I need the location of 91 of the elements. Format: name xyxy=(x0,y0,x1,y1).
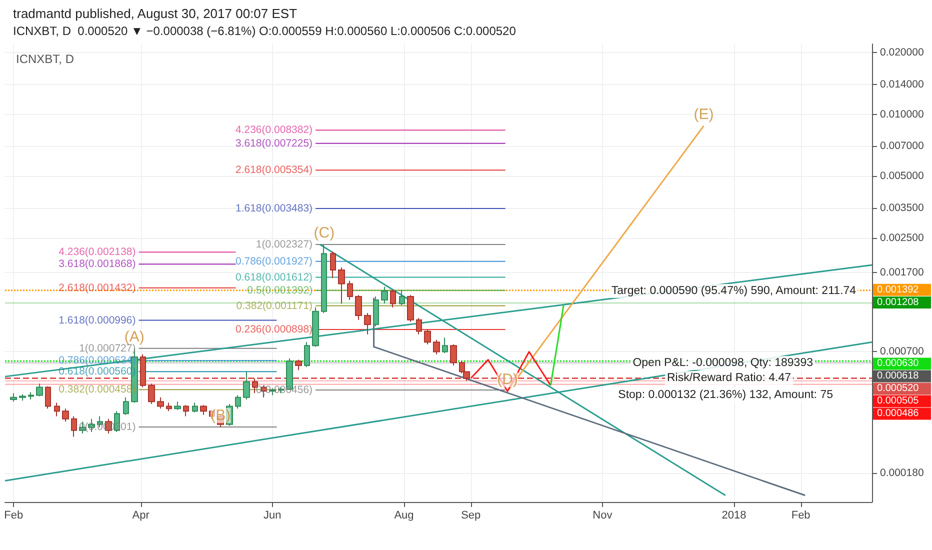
candlestick xyxy=(381,286,388,304)
candlestick xyxy=(140,354,146,388)
x-tick-label: Feb xyxy=(4,510,24,522)
ref-line-label: 0.000486 xyxy=(877,408,920,420)
y-tick-label: 0.000700 xyxy=(880,346,924,358)
y-tick-label: 0.002500 xyxy=(880,232,924,244)
x-tick-label: Feb xyxy=(791,510,810,522)
candlestick xyxy=(295,359,302,371)
candlestick xyxy=(157,396,164,410)
candlestick xyxy=(28,392,34,400)
candlestick xyxy=(243,371,250,400)
annotation: (E) xyxy=(694,106,714,123)
series-label: 0.382(0.001171) xyxy=(236,300,313,312)
candlestick xyxy=(312,306,319,348)
chart-subtitle: ICNXBT, D 0.000520 ▼ −0.000038 (−6.81%) O:0.000559 H:0.000560 L:0.000506 C:0.000520 xyxy=(13,24,516,38)
candlestick xyxy=(148,383,155,404)
y-tick-label: 0.007000 xyxy=(880,140,924,152)
candlestick xyxy=(433,339,440,355)
series-label: 4.236(0.008382) xyxy=(235,124,313,136)
y-tick-label: 0.000180 xyxy=(880,466,924,479)
series-label: 4.236(0.002138) xyxy=(58,246,136,258)
series-label: 0.618(0.001612) xyxy=(235,271,313,284)
candlestick xyxy=(36,383,43,397)
series-label: 0.786(0.001927) xyxy=(235,255,313,268)
ref-line-label: 0.001392 xyxy=(877,284,920,296)
candlestick xyxy=(174,401,181,410)
y-tick-label: 0.005000 xyxy=(880,170,924,182)
series-label: 2.618(0.005354) xyxy=(235,164,313,176)
x-tick-label: Jun xyxy=(264,510,282,522)
x-tick-label: Apr xyxy=(132,510,150,522)
x-tick-label: Aug xyxy=(394,510,414,522)
y-tick-label: 0.010000 xyxy=(880,108,924,120)
candlestick xyxy=(192,402,198,413)
series-label: 1.618(0.003483) xyxy=(235,202,313,215)
candlestick xyxy=(62,408,69,422)
ref-line-label: 0.000505 xyxy=(877,396,920,407)
candlestick xyxy=(235,394,241,410)
candlestick xyxy=(364,312,371,335)
candlestick xyxy=(71,416,77,438)
chart-title: tradmantd published, August 30, 2017 00:07 EST xyxy=(13,6,298,21)
candlestick xyxy=(183,404,189,417)
candlestick xyxy=(252,378,258,394)
annotation: ICNXBT, D xyxy=(16,52,74,66)
line-series xyxy=(470,350,552,392)
ref-line-label: 0.000520 xyxy=(877,383,920,394)
x-tick-label: 2018 xyxy=(722,510,746,522)
x-tick-label: Nov xyxy=(592,510,613,522)
annotation: (C) xyxy=(314,224,335,242)
series-label: 0.236(0.000898) xyxy=(235,324,313,336)
annotation: (B) xyxy=(210,407,231,424)
candlestick xyxy=(54,402,60,417)
candlestick xyxy=(442,337,448,354)
candlestick xyxy=(416,318,422,335)
series-label: 1(0.002327) xyxy=(256,238,313,251)
candlestick xyxy=(355,294,362,320)
candlestick xyxy=(321,244,327,314)
candlestick xyxy=(45,386,51,410)
annotation: Stop: 0.000132 (21.36%) 132, Amount: 75 xyxy=(618,389,833,401)
candlestick xyxy=(10,392,17,402)
annotation: (A) xyxy=(124,328,144,346)
candlestick xyxy=(407,294,414,322)
annotation: Open P&L: -0.000098, Qty: 189393 xyxy=(632,357,813,369)
candlestick xyxy=(19,394,26,402)
candlestick xyxy=(399,289,405,306)
candlestick xyxy=(166,402,172,412)
y-tick-label: 0.014000 xyxy=(880,78,924,90)
candlestick xyxy=(200,404,207,416)
series-label: 0.5(0.001392) xyxy=(247,284,313,296)
series-label: 1.618(0.000996) xyxy=(58,314,136,326)
candlestick xyxy=(123,396,129,416)
y-tick-label: 0.003500 xyxy=(880,202,924,214)
annotation: (D) xyxy=(497,371,518,388)
candlestick xyxy=(330,251,336,278)
candlestick xyxy=(450,344,457,366)
ref-line-label: 0.000618 xyxy=(877,370,920,382)
candlestick xyxy=(373,296,379,327)
series-label: 3.618(0.001868) xyxy=(58,258,136,270)
candlestick xyxy=(390,289,396,308)
candlestick xyxy=(338,266,345,304)
annotation: Risk/Reward Ratio: 4.47 xyxy=(667,372,791,384)
x-tick-label: Sep xyxy=(461,510,481,522)
candlestick xyxy=(424,328,431,345)
series-label: 2.618(0.001432) xyxy=(58,282,136,294)
ref-line-label: 0.000630 xyxy=(877,358,920,370)
candlestick xyxy=(304,342,310,368)
series-label: 3.618(0.007225) xyxy=(235,137,313,150)
y-tick-label: 0.001700 xyxy=(880,266,924,279)
annotation: Target: 0.000590 (95.47%) 590, Amount: 211.74 xyxy=(611,285,857,297)
ref-line-label: 0.001208 xyxy=(877,297,920,308)
y-tick-label: 0.020000 xyxy=(880,46,924,59)
candlestick xyxy=(347,280,353,300)
